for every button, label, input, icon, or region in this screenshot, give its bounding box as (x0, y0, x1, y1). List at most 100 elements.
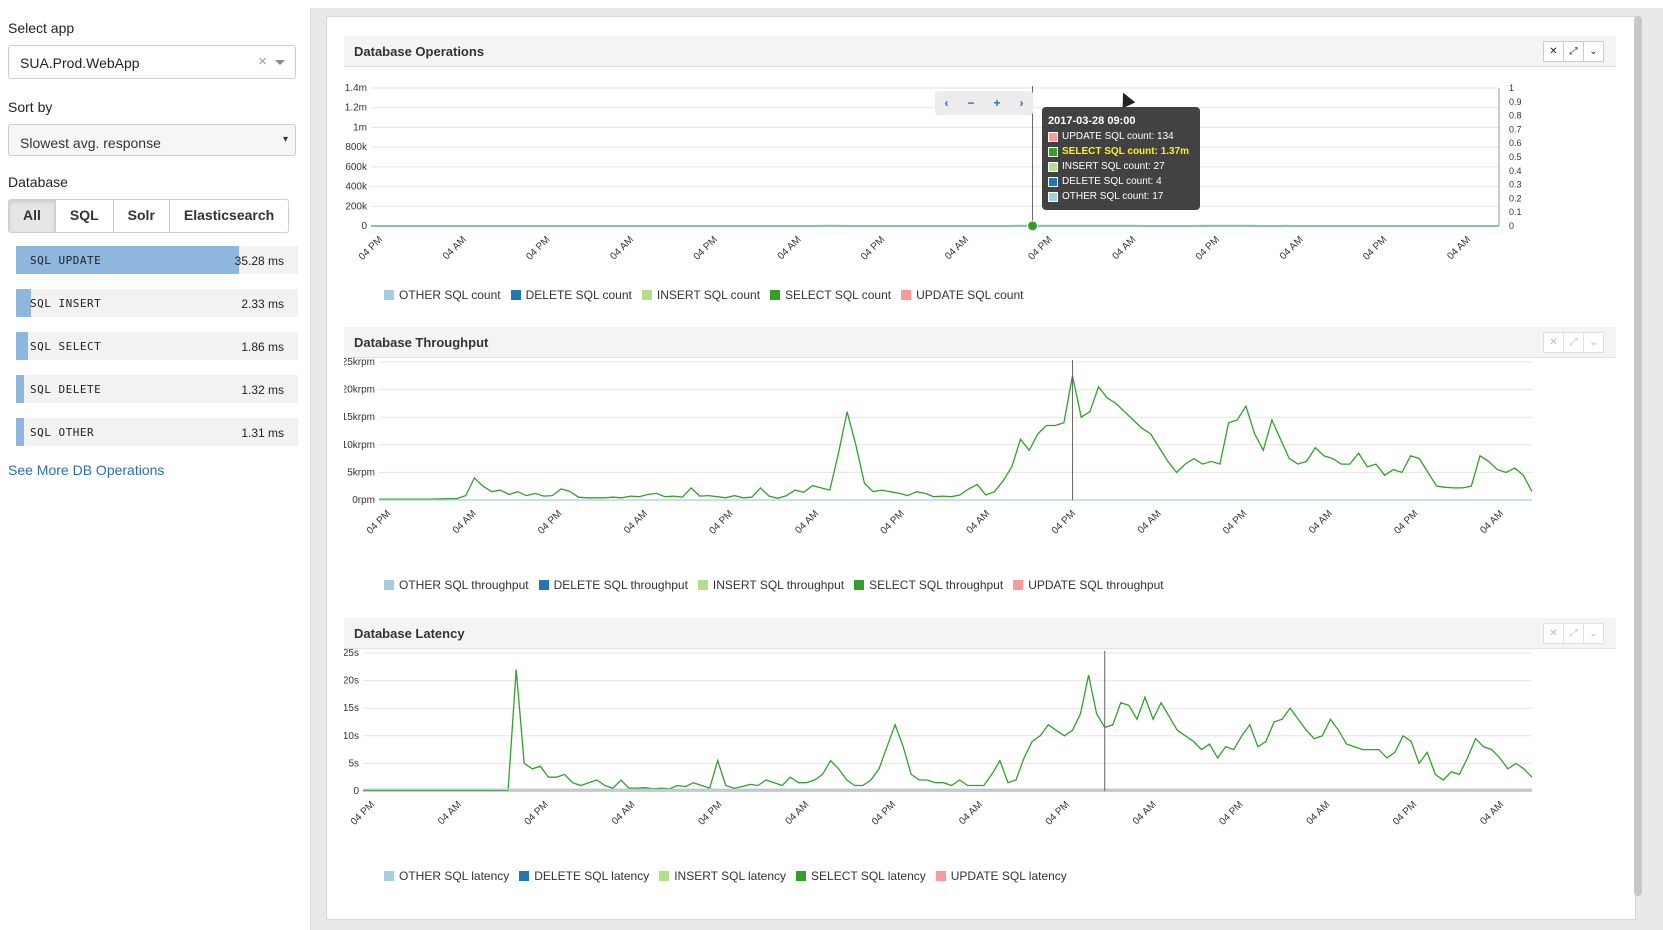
legend-swatch (384, 580, 394, 590)
y-tick-label: 0 (353, 786, 359, 797)
y2-tick-label: 0.3 (1509, 180, 1522, 190)
legend-item[interactable]: DELETE SQL latency (519, 869, 649, 883)
x-tick-label: 04 PM (1392, 508, 1420, 536)
x-tick-label: 04 PM (692, 234, 720, 262)
latency-chart[interactable]: 0 5s 10s 15s 20s 25s 04 PM 04 AM 04 PM 04 AM 04 PM… (344, 648, 1616, 853)
legend-label: DELETE SQL count (525, 288, 632, 302)
legend-item[interactable]: UPDATE SQL count (901, 288, 1023, 302)
x-tick-label: 04 PM (1221, 508, 1249, 536)
x-tick-label: 04 PM (524, 234, 552, 262)
y2-tick-label: 0.8 (1509, 111, 1522, 121)
operation-name: SQL SELECT (30, 340, 102, 353)
x-tick-label: 04 AM (622, 508, 650, 536)
throughput-chart[interactable]: 0rpm 5krpm 10krpm 15krpm 20krpm 25krpm 04 PM 04… (344, 357, 1616, 562)
operations-chart[interactable]: 0 200k 400k 600k 800k 1m 1.2m 1.4m 0 0.1 0.2 0.3 0.4… (344, 66, 1616, 271)
panel-tools: ✕ ⤢ ⌄ (1543, 41, 1604, 62)
legend-item[interactable]: OTHER SQL count (384, 288, 501, 302)
zoom-in-icon[interactable]: + (993, 96, 1001, 110)
expand-icon[interactable]: ⤢ (1563, 623, 1584, 644)
panel-title: Database Latency (354, 626, 465, 641)
x-tick-label: 04 AM (1478, 508, 1506, 536)
chevron-left-icon[interactable]: ‹ (944, 96, 949, 110)
legend-item[interactable]: SELECT SQL throughput (854, 578, 1003, 592)
legend-item[interactable]: UPDATE SQL throughput (1013, 578, 1164, 592)
chevron-down-icon[interactable]: ⌄ (1583, 623, 1604, 644)
legend-item[interactable]: SELECT SQL latency (796, 869, 926, 883)
operation-bar (16, 246, 239, 274)
series-line (379, 375, 1533, 500)
y-tick-label: 10krpm (344, 440, 375, 451)
database-filter-group: All SQL Solr Elasticsearch (8, 199, 290, 233)
legend-swatch (1013, 580, 1024, 590)
app-select[interactable]: SUA.Prod.WebApp × (8, 45, 296, 79)
legend-label: UPDATE SQL throughput (1028, 578, 1164, 592)
chevron-down-icon[interactable]: ⌄ (1583, 41, 1604, 62)
x-tick-label: 04 PM (1050, 508, 1078, 536)
scrollbar[interactable] (1634, 16, 1642, 896)
expand-icon[interactable]: ⤢ (1563, 332, 1584, 353)
sort-by-label: Sort by (8, 99, 53, 115)
panel-header: Database Operations ✕ ⤢ ⌄ (344, 36, 1616, 67)
x-tick-label: 04 PM (523, 799, 551, 827)
tab-sql[interactable]: SQL (55, 200, 114, 232)
series-line (363, 669, 1533, 791)
panel-header: Database Throughput ✕ ⤢ ⌄ (344, 327, 1616, 358)
legend-item[interactable]: INSERT SQL latency (659, 869, 786, 883)
collapse-icon[interactable]: ✕ (1543, 332, 1564, 353)
y-tick-label: 1.2m (345, 103, 367, 114)
y-tick-label: 20krpm (344, 385, 375, 396)
tooltip-row: INSERT SQL count: 27 (1048, 161, 1165, 172)
legend-label: OTHER SQL latency (399, 869, 510, 883)
expand-icon[interactable]: ⤢ (1563, 41, 1584, 62)
x-tick-label: 04 AM (793, 508, 821, 536)
db-operation-row[interactable]: SQL SELECT 1.86 ms (16, 332, 298, 360)
tab-solr[interactable]: Solr (113, 200, 170, 232)
legend-item[interactable]: DELETE SQL count (510, 288, 632, 302)
db-operation-row[interactable]: SQL DELETE 1.32 ms (16, 375, 298, 403)
y2-tick-label: 0.9 (1509, 97, 1522, 107)
tab-elasticsearch[interactable]: Elasticsearch (169, 200, 289, 232)
legend-label: INSERT SQL count (656, 288, 761, 302)
legend-item[interactable]: SELECT SQL count (770, 288, 891, 302)
tab-all[interactable]: All (9, 200, 56, 232)
legend-swatch (538, 580, 549, 590)
chevron-right-icon[interactable]: › (1019, 96, 1024, 110)
y2-tick-label: 0.6 (1509, 138, 1522, 148)
db-operation-row[interactable]: SQL OTHER 1.31 ms (16, 418, 298, 446)
legend-label: INSERT SQL latency (674, 869, 787, 883)
see-more-db-operations-link[interactable]: See More DB Operations (8, 462, 165, 478)
zoom-out-icon[interactable]: − (967, 96, 975, 110)
tooltip-text: OTHER SQL count: 17 (1062, 191, 1164, 202)
legend-swatch (697, 580, 708, 590)
y-tick-label: 5krpm (347, 467, 375, 478)
operation-name: SQL DELETE (30, 383, 102, 396)
y2-tick-label: 0.1 (1509, 207, 1522, 217)
legend-item[interactable]: DELETE SQL throughput (538, 578, 688, 592)
legend-swatch (659, 871, 670, 881)
legend-swatch (1048, 161, 1058, 172)
legend-item[interactable]: OTHER SQL throughput (384, 578, 529, 592)
legend-item[interactable]: INSERT SQL count (641, 288, 761, 302)
x-tick-label: 04 AM (608, 234, 636, 262)
db-operation-row[interactable]: SQL UPDATE 35.28 ms (16, 246, 298, 274)
y2-tick-label: 0.7 (1509, 124, 1522, 134)
legend-swatch (796, 871, 807, 881)
legend-item[interactable]: UPDATE SQL latency (935, 869, 1067, 883)
sort-select[interactable]: Slowest avg. response ▾ (8, 124, 296, 156)
x-tick-label: 04 PM (696, 799, 724, 827)
collapse-icon[interactable]: ✕ (1543, 623, 1564, 644)
legend-label: DELETE SQL latency (534, 869, 650, 883)
chevron-down-icon[interactable] (275, 60, 285, 65)
collapse-icon[interactable]: ✕ (1543, 41, 1564, 62)
x-tick-label: 04 AM (1305, 799, 1333, 827)
legend-item[interactable]: INSERT SQL throughput (697, 578, 844, 592)
chart-legend: OTHER SQL latency DELETE SQL latency INSER… (384, 869, 1077, 883)
chevron-down-icon[interactable]: ▾ (282, 134, 288, 145)
clear-icon[interactable]: × (258, 53, 267, 70)
y2-tick-label: 1 (1509, 83, 1514, 93)
db-operation-row[interactable]: SQL INSERT 2.33 ms (16, 289, 298, 317)
legend-item[interactable]: OTHER SQL latency (384, 869, 509, 883)
legend-label: SELECT SQL throughput (869, 578, 1004, 592)
x-tick-label: 04 PM (859, 234, 887, 262)
chevron-down-icon[interactable]: ⌄ (1583, 332, 1604, 353)
